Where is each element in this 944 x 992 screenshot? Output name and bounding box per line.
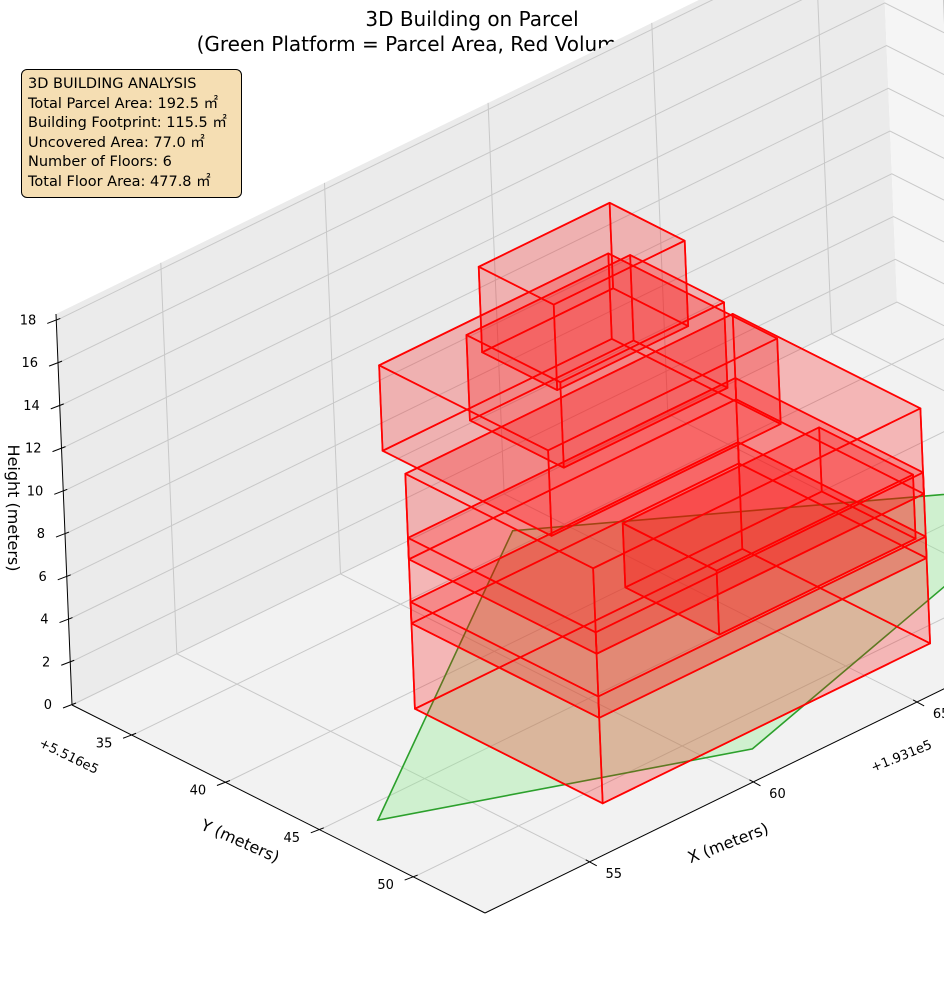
x-tick-label: 65 — [933, 707, 944, 722]
z-grid-line — [59, 2, 944, 407]
z-tick-label: 10 — [27, 484, 44, 499]
z-tick-label: 2 — [42, 655, 50, 670]
y-axis-label: Y (meters) — [197, 815, 282, 867]
z-tick-mark — [61, 659, 75, 666]
x-axis-label: X (meters) — [685, 819, 771, 867]
building-box — [465, 254, 729, 469]
z-tick-mark — [50, 403, 64, 410]
z-tick-mark — [57, 574, 71, 581]
building-box — [477, 201, 690, 391]
z-tick-mark — [59, 617, 73, 624]
z-grid-line — [71, 301, 944, 706]
parcel-platform — [376, 493, 944, 822]
y-axis-line — [71, 704, 486, 914]
y-tick-mark — [404, 874, 418, 881]
z-axis-label: Height (meters) — [4, 445, 23, 572]
z-tick-mark — [54, 488, 68, 495]
z-tick-label: 18 — [20, 313, 37, 328]
axis-lines — [55, 313, 944, 914]
z-tick-label: 6 — [38, 570, 46, 585]
z-grid-line — [63, 87, 944, 492]
analysis-info-box: 3D BUILDING ANALYSIS Total Parcel Area: … — [21, 69, 242, 198]
z-tick-label: 8 — [37, 527, 45, 542]
back-left-pane — [56, 0, 897, 705]
info-line-footprint: Building Footprint: 115.5 ㎡ — [28, 115, 227, 131]
x-tick-label: 55 — [605, 867, 622, 882]
building-box — [378, 252, 782, 537]
y-tick-mark — [310, 827, 324, 834]
building-box — [409, 441, 931, 805]
z-grid-line — [64, 130, 944, 535]
z-tick-mark — [47, 317, 61, 324]
info-heading: 3D BUILDING ANALYSIS — [28, 76, 197, 92]
y-grid-line — [131, 0, 944, 736]
z-grid-line — [68, 215, 944, 620]
info-line-floors: Number of Floors: 6 — [28, 154, 172, 170]
building-face — [465, 254, 725, 384]
y-tick-mark — [216, 780, 231, 786]
x-tick-mark — [585, 859, 598, 867]
building-box — [404, 313, 925, 655]
floor-pane — [72, 302, 944, 913]
z-tick-label: 12 — [25, 442, 42, 457]
x-axis-offset-label: +1.931e5 — [869, 738, 934, 776]
y-grid-line — [413, 617, 944, 878]
grid-lines — [56, 0, 944, 878]
x-tick-mark — [912, 699, 925, 707]
info-line-floor-area: Total Floor Area: 477.8 ㎡ — [28, 173, 211, 190]
z-tick-mark — [48, 360, 63, 367]
y-tick-label: 35 — [96, 736, 113, 751]
y-tick-label: 45 — [284, 831, 301, 846]
z-grid-line — [57, 0, 803, 364]
chart-title: 3D Building on Parcel — [365, 7, 579, 31]
y-tick-mark — [122, 732, 137, 739]
z-tick-label: 0 — [44, 698, 52, 713]
building-face — [477, 201, 686, 306]
y-tick-label: 40 — [190, 784, 207, 799]
building-face — [621, 426, 914, 572]
info-line-parcel-area: Total Parcel Area: 192.5 ㎡ — [28, 95, 219, 112]
z-tick-mark — [55, 531, 70, 538]
back-right-pane — [884, 0, 944, 326]
x-tick-label: 60 — [769, 787, 786, 802]
z-tick-label: 4 — [40, 613, 48, 628]
z-tick-label: 14 — [23, 399, 40, 414]
z-grid-line — [61, 45, 944, 450]
building-face — [404, 313, 922, 570]
z-grid-line — [56, 0, 714, 321]
building-volumes — [378, 201, 931, 805]
x-tick-mark — [749, 779, 761, 787]
z-tick-mark — [52, 446, 66, 453]
building-face — [378, 252, 779, 452]
z-grid-line — [70, 258, 944, 663]
info-line-uncovered-area: Uncovered Area: 77.0 ㎡ — [28, 134, 205, 151]
z-grid-line — [66, 173, 944, 578]
z-tick-mark — [62, 702, 77, 709]
z-axis-line — [55, 313, 73, 706]
y-tick-label: 50 — [377, 878, 394, 893]
x-axis-line — [484, 688, 944, 914]
parcel-polygon — [376, 493, 944, 822]
y-axis-offset-label: +5.516e5 — [36, 736, 100, 778]
axis-panes — [56, 0, 944, 913]
z-tick-label: 16 — [21, 356, 38, 371]
tick-marks-and-labels: 556065707535404550024681012141618 — [20, 313, 944, 893]
